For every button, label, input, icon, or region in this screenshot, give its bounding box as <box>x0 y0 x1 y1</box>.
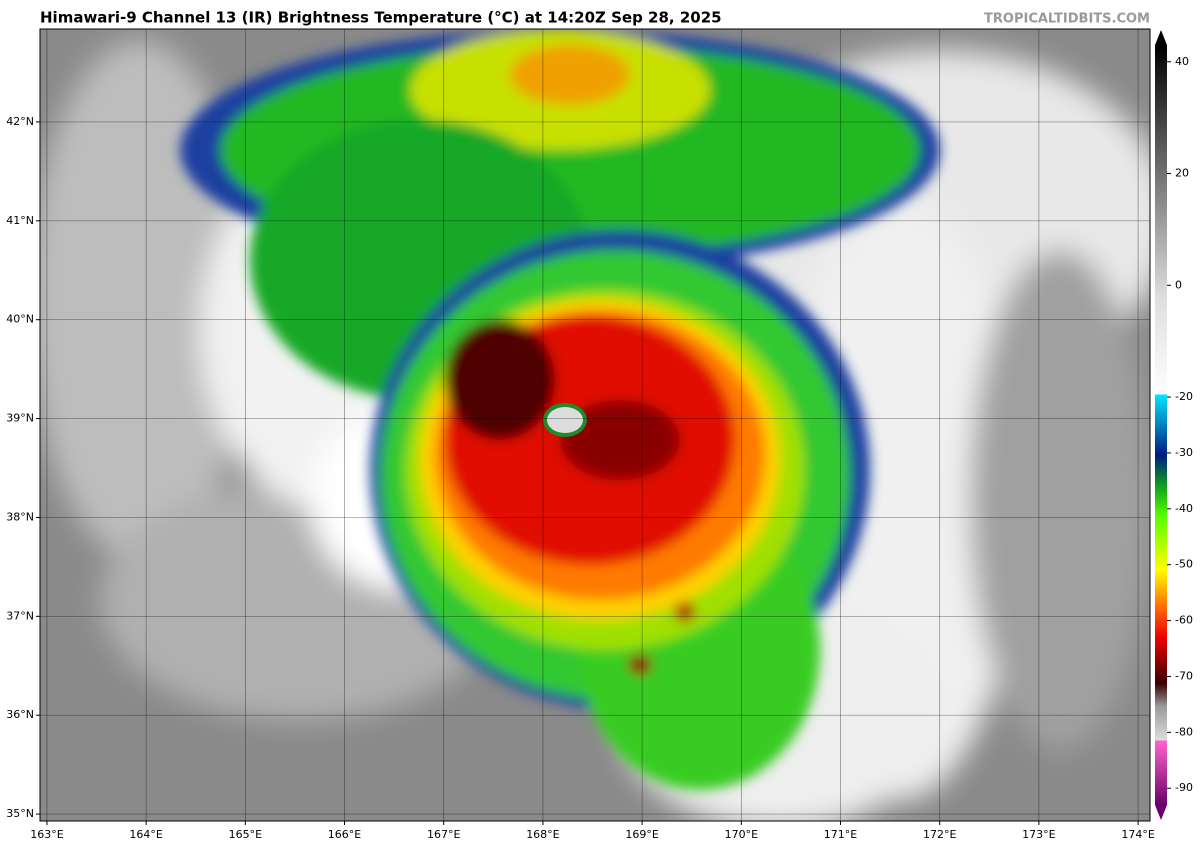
x-tick-label: 163°E <box>30 828 63 841</box>
colorbar-tick-label: -40 <box>1175 502 1193 515</box>
colorbar-tick-label: -80 <box>1175 725 1193 738</box>
y-tick-label: 38°N <box>6 510 34 523</box>
y-tick-label: 36°N <box>6 708 34 721</box>
x-tick-label: 170°E <box>725 828 758 841</box>
y-tick-label: 40°N <box>6 313 34 326</box>
graticule <box>40 29 1150 821</box>
colorbar-tick-label: -50 <box>1175 558 1193 571</box>
map-frame <box>39 28 1151 822</box>
colorbar-tick-label: -90 <box>1175 781 1193 794</box>
colorbar-tick-label: 20 <box>1175 167 1189 180</box>
colorbar-tick-label: -20 <box>1175 390 1193 403</box>
y-tick-label: 42°N <box>6 115 34 128</box>
credit: TROPICALTIDBITS.COM <box>984 12 1150 27</box>
colorbar-tick-label: -30 <box>1175 446 1193 459</box>
colorbar-top <box>1155 30 1167 45</box>
colorbar-tick-label: -70 <box>1175 669 1193 682</box>
x-tick-label: 168°E <box>526 828 559 841</box>
x-tick-label: 169°E <box>625 828 658 841</box>
x-tick-label: 166°E <box>328 828 361 841</box>
x-tick-label: 173°E <box>1022 828 1055 841</box>
x-tick-label: 165°E <box>229 828 262 841</box>
x-tick-label: 164°E <box>129 828 162 841</box>
colorbar-tick-label: 40 <box>1175 55 1189 68</box>
y-tick-label: 39°N <box>6 412 34 425</box>
y-tick-label: 41°N <box>6 214 34 227</box>
chart-title: Himawari-9 Channel 13 (IR) Brightness Te… <box>40 9 722 27</box>
colorbar <box>1155 45 1167 805</box>
x-tick-label: 172°E <box>923 828 956 841</box>
colorbar-tick-label: -60 <box>1175 614 1193 627</box>
x-tick-label: 171°E <box>824 828 857 841</box>
satellite-image <box>40 29 1150 821</box>
y-tick-label: 35°N <box>6 807 34 820</box>
x-tick-label: 167°E <box>427 828 460 841</box>
x-tick-label: 174°E <box>1121 828 1154 841</box>
colorbar-tick-label: 0 <box>1175 278 1182 291</box>
y-tick-label: 37°N <box>6 609 34 622</box>
colorbar-bottom <box>1155 805 1167 820</box>
